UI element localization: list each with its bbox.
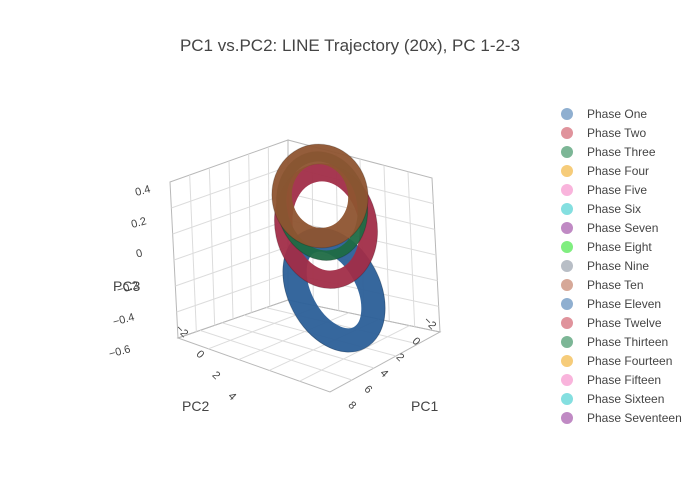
tick-label: −0.6 <box>108 343 132 360</box>
legend-item[interactable]: Phase Eight <box>561 240 652 254</box>
tick-label: 2 <box>394 351 407 364</box>
legend-item[interactable]: Phase Four <box>561 164 649 178</box>
legend-marker <box>561 298 573 310</box>
legend-item[interactable]: Phase Three <box>561 145 656 159</box>
legend-label: Phase Sixteen <box>587 392 664 406</box>
legend-label: Phase Six <box>587 202 641 216</box>
tick-label: 2 <box>210 369 223 382</box>
legend-item[interactable]: Phase Fourteen <box>561 354 672 368</box>
legend-label: Phase Eleven <box>587 297 661 311</box>
legend-marker <box>561 184 573 196</box>
legend-marker <box>561 355 573 367</box>
legend[interactable]: Phase One Phase Two Phase Three Phase Four P… <box>561 107 682 425</box>
tick-label: −0.4 <box>112 311 136 328</box>
tick-label: 6 <box>362 383 375 396</box>
legend-marker <box>561 393 573 405</box>
legend-label: Phase Four <box>587 164 649 178</box>
trajectory-rings <box>271 143 386 353</box>
legend-label: Phase Three <box>587 145 656 159</box>
legend-marker <box>561 203 573 215</box>
legend-item[interactable]: Phase Fifteen <box>561 373 661 387</box>
trajectory-ring-edge <box>271 143 369 249</box>
legend-label: Phase Two <box>587 126 646 140</box>
legend-marker <box>561 222 573 234</box>
legend-item[interactable]: Phase Five <box>561 183 647 197</box>
tick-label: 0 <box>410 335 423 348</box>
legend-item[interactable]: Phase Seventeen <box>561 411 682 425</box>
pc3-axis-title: PC3 <box>113 278 140 294</box>
legend-item[interactable]: Phase Six <box>561 202 641 216</box>
legend-item[interactable]: Phase Eleven <box>561 297 661 311</box>
legend-marker <box>561 165 573 177</box>
legend-label: Phase Eight <box>587 240 652 254</box>
legend-item[interactable]: Phase Twelve <box>561 316 662 330</box>
legend-item[interactable]: Phase Ten <box>561 278 644 292</box>
legend-marker <box>561 336 573 348</box>
legend-marker <box>561 279 573 291</box>
legend-item[interactable]: Phase Thirteen <box>561 335 668 349</box>
pc2-ticks: −2 024 <box>173 323 238 403</box>
legend-item[interactable]: Phase One <box>561 107 647 121</box>
legend-label: Phase Ten <box>587 278 644 292</box>
chart-title: PC1 vs.PC2: LINE Trajectory (20x), PC 1-… <box>180 36 520 55</box>
tick-label: −2 <box>421 315 438 332</box>
legend-marker <box>561 146 573 158</box>
tick-label: 4 <box>378 367 391 380</box>
tick-label: 8 <box>346 399 359 412</box>
legend-marker <box>561 260 573 272</box>
legend-marker <box>561 108 573 120</box>
legend-label: Phase One <box>587 107 647 121</box>
legend-item[interactable]: Phase Two <box>561 126 646 140</box>
legend-label: Phase Seven <box>587 221 658 235</box>
legend-marker <box>561 127 573 139</box>
tick-label: 0.4 <box>134 183 152 199</box>
legend-item[interactable]: Phase Sixteen <box>561 392 664 406</box>
pc3-ticks: 0.4 0.2 0 −0.2 −0.4 −0.6 <box>108 183 152 360</box>
legend-label: Phase Five <box>587 183 647 197</box>
trajectory-ring <box>271 144 369 248</box>
tick-label: −2 <box>173 323 190 340</box>
legend-item[interactable]: Phase Nine <box>561 259 649 273</box>
legend-label: Phase Fourteen <box>587 354 672 368</box>
legend-label: Phase Thirteen <box>587 335 668 349</box>
pc1-axis-title: PC1 <box>411 398 438 414</box>
legend-label: Phase Seventeen <box>587 411 682 425</box>
legend-item[interactable]: Phase Seven <box>561 221 658 235</box>
legend-label: Phase Fifteen <box>587 373 661 387</box>
legend-label: Phase Twelve <box>587 316 662 330</box>
tick-label: 0.2 <box>130 215 148 231</box>
tick-label: 4 <box>226 390 239 403</box>
legend-label: Phase Nine <box>587 259 649 273</box>
legend-marker <box>561 412 573 424</box>
legend-marker <box>561 317 573 329</box>
pc2-axis-title: PC2 <box>182 398 209 414</box>
tick-label: 0 <box>135 247 144 260</box>
tick-label: −0.2 <box>116 279 140 296</box>
legend-marker <box>561 374 573 386</box>
tick-label: 0 <box>194 348 207 361</box>
legend-marker <box>561 241 573 253</box>
